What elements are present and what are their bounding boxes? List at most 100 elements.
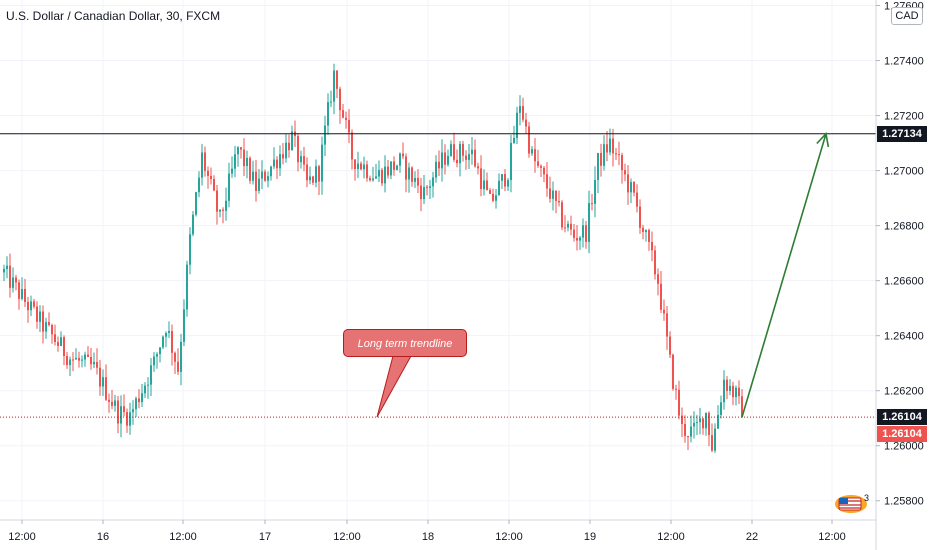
candle-body (189, 234, 191, 265)
candle-body (45, 322, 47, 332)
candle-body (246, 157, 248, 167)
candle-body (231, 168, 233, 174)
candle-body (63, 337, 65, 356)
candle-body (171, 331, 173, 353)
candle-body (654, 250, 656, 275)
candle-body (6, 265, 8, 269)
candle-body (27, 301, 29, 311)
price-tag-lower-line: 1.26104 (877, 409, 927, 426)
candle-body (450, 144, 452, 156)
candle-body (642, 227, 644, 233)
candle-body (369, 178, 371, 181)
candle-body (3, 268, 5, 273)
candle-body (459, 143, 461, 164)
candle-body (669, 336, 671, 355)
candle-body (534, 149, 536, 162)
candle-body (366, 164, 368, 179)
candle-body (522, 106, 524, 120)
candle-body (513, 137, 515, 143)
candle-body (309, 176, 311, 181)
candle-body (54, 334, 56, 342)
candle-body (75, 357, 77, 360)
candle-body (90, 356, 92, 365)
candle-body (726, 379, 728, 391)
candle-body (357, 163, 359, 169)
y-tick-label: 1.26200 (884, 386, 924, 398)
candle-body (219, 209, 221, 212)
candle-body (102, 377, 104, 387)
candle-body (69, 359, 71, 365)
x-tick-label: 12:00 (169, 531, 197, 543)
y-tick-label: 1.26600 (884, 276, 924, 288)
candle-body (660, 283, 662, 310)
candle-body (39, 311, 41, 322)
candle-body (48, 322, 50, 326)
candle-body (612, 138, 614, 154)
candle-body (348, 119, 350, 133)
candle-body (120, 406, 122, 424)
candle-body (381, 169, 383, 184)
candle-body (225, 200, 227, 211)
candle-body (351, 132, 353, 160)
candle-body (234, 154, 236, 169)
candle-body (117, 400, 119, 424)
candle-body (600, 152, 602, 166)
y-tick-label: 1.26400 (884, 331, 924, 343)
candle-body (411, 167, 413, 182)
candle-body (702, 418, 704, 429)
candle-body (489, 190, 491, 194)
candle-body (66, 355, 68, 365)
horizontal-lines-layer (0, 133, 876, 418)
candle-body (297, 136, 299, 163)
candle-body (174, 352, 176, 362)
candle-body (201, 152, 203, 178)
candle-body (684, 424, 686, 437)
candle-body (360, 163, 362, 170)
candle-body (96, 361, 98, 368)
candle-body (435, 161, 437, 178)
candle-body (51, 325, 53, 335)
candle-body (552, 190, 554, 199)
x-tick-label: 12:00 (818, 531, 846, 543)
usa-flag-badge-icon (835, 495, 867, 513)
candle-body (717, 414, 719, 429)
candle-body (429, 186, 431, 188)
candle-body (723, 379, 725, 403)
candle-body (573, 229, 575, 238)
candle-body (378, 169, 380, 177)
candle-body (585, 225, 587, 242)
candle-body (540, 165, 542, 168)
candle-body (741, 396, 743, 418)
candle-body (621, 155, 623, 171)
trendline-callout[interactable]: Long term trendline (343, 329, 467, 357)
candle-body (183, 309, 185, 342)
y-tick-label: 1.27000 (884, 166, 924, 178)
candle-body (711, 435, 713, 451)
candle-body (240, 147, 242, 150)
candle-body (531, 149, 533, 154)
candle-body (138, 398, 140, 403)
candle-body (324, 125, 326, 145)
candle-body (408, 167, 410, 180)
candle-body (321, 144, 323, 182)
candle-body (546, 174, 548, 189)
candle-body (114, 400, 116, 406)
candle-body (471, 149, 473, 155)
candle-body (639, 206, 641, 228)
candle-body (558, 201, 560, 203)
candle-body (462, 143, 464, 156)
candle-body (204, 152, 206, 171)
candle-body (345, 117, 347, 120)
candle-body (633, 182, 635, 193)
candle-body (498, 180, 500, 196)
candle-body (156, 354, 158, 357)
x-tick-label: 22 (746, 531, 758, 543)
currency-badge[interactable]: CAD (891, 7, 923, 25)
candle-body (666, 313, 668, 337)
candle-body (285, 142, 287, 159)
candle-body (198, 177, 200, 193)
candle-body (507, 180, 509, 187)
candle-body (153, 356, 155, 366)
candle-body (87, 354, 89, 357)
